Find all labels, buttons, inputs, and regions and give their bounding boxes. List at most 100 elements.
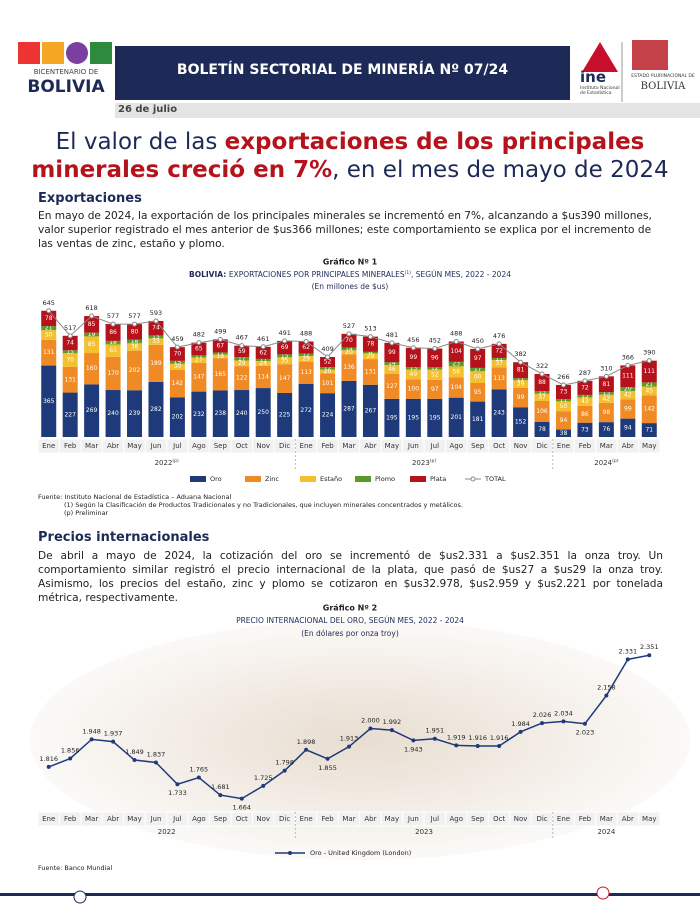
bar-segment (84, 336, 100, 354)
title-sup: (1) (405, 270, 412, 276)
bar-segment (62, 392, 78, 437)
value-label: 29 (302, 355, 310, 362)
bar-segment (513, 407, 529, 437)
bar-segment (555, 411, 571, 430)
value-label: 240 (107, 410, 119, 417)
x-tick-label: Mar (85, 442, 98, 450)
value-label: 101 (322, 380, 334, 387)
bar-segment (641, 382, 657, 387)
price-marker (46, 764, 51, 769)
value-label: 160 (86, 365, 98, 372)
value-label: 1.919 (447, 733, 466, 741)
legend-marker (470, 476, 476, 482)
bar-segment (298, 361, 314, 384)
value-label: 147 (193, 374, 205, 381)
bar-segment (534, 373, 550, 392)
bar-segment (169, 369, 185, 398)
value-label: 30 (174, 363, 182, 370)
x-tick-label: Mar (600, 815, 613, 823)
value-label: 70 (66, 357, 74, 364)
value-label: 78 (538, 426, 546, 433)
x-tick-label: Jul (172, 815, 182, 823)
x-tick-label: Abr (622, 815, 634, 823)
bar-segment (169, 363, 185, 370)
section-heading: Precios internacionales (38, 530, 210, 545)
value-label: 70 (345, 337, 353, 344)
value-label: 2.034 (554, 709, 573, 717)
bar-segment (234, 345, 250, 358)
x-tick-label: Feb (64, 442, 77, 450)
bar-segment (577, 405, 593, 423)
value-label: 15 (174, 359, 182, 366)
value-label: 76 (603, 426, 611, 433)
bar-segment (491, 367, 507, 390)
bar-segment (598, 402, 614, 423)
bar-segment (405, 379, 421, 399)
headline: El valor de las exportaciones de los pri… (20, 128, 680, 184)
x-tick-label: Jun (149, 442, 161, 450)
legend-swatch (245, 476, 261, 482)
value-label: 1.992 (383, 718, 402, 726)
total-marker (346, 331, 352, 337)
value-label: 99 (410, 354, 418, 361)
logo-text: BOLIVIA (27, 77, 105, 97)
bar-segment (127, 390, 143, 437)
bar-segment (555, 399, 571, 402)
x-tick-label: Sep (471, 815, 485, 823)
value-label: 18 (216, 353, 224, 360)
value-label: 50 (560, 403, 568, 410)
value-label: 1.733 (168, 789, 187, 797)
x-tick-label: Oct (236, 815, 248, 823)
total-marker (518, 359, 524, 365)
value-label: 100 (408, 386, 420, 393)
total-marker (475, 346, 481, 352)
x-tick-label: May (385, 815, 399, 823)
value-label: 12 (324, 365, 332, 372)
bar-segment (362, 351, 378, 354)
value-label: 1.664 (232, 804, 251, 812)
value-label: 85 (88, 341, 96, 348)
bar-segment (191, 342, 207, 356)
total-marker (453, 338, 459, 344)
bar-segment (320, 356, 336, 368)
bar-segment (234, 366, 250, 391)
ine-logo (582, 42, 618, 72)
bar-segment (255, 346, 271, 359)
value-label: 181 (472, 416, 484, 423)
value-label: 142 (172, 380, 184, 387)
bar-segment (320, 373, 336, 394)
chart-label: Gráfico Nº 2 (323, 604, 377, 613)
bar-segment (427, 348, 443, 368)
x-tick-label: Jul (430, 815, 440, 823)
x-tick-label: Mar (600, 442, 613, 450)
bar-segment (448, 366, 464, 378)
total-marker (539, 371, 545, 377)
price-marker (540, 721, 545, 726)
total-label: 527 (343, 322, 355, 330)
value-label: 232 (193, 411, 205, 418)
value-label: 272 (300, 407, 312, 414)
value-label: 37 (495, 360, 503, 367)
price-marker (196, 775, 201, 780)
bar-segment (62, 335, 78, 351)
bar-segment (169, 347, 185, 361)
bar-segment (448, 341, 464, 362)
value-label: 62 (259, 349, 267, 356)
bar-segment (620, 365, 636, 388)
value-label: 67 (216, 342, 224, 349)
note: (p) Preliminar (64, 509, 109, 517)
value-label: 2.026 (533, 711, 552, 719)
total-label: 287 (579, 369, 591, 377)
legend-swatch (410, 476, 426, 482)
bar-segment (427, 369, 443, 380)
bar-segment (41, 365, 57, 437)
price-marker (389, 728, 394, 733)
value-label: 1.765 (190, 766, 209, 774)
bar-segment (598, 394, 614, 403)
title-post: , SEGÚN MES, 2022 - 2024 (411, 270, 511, 279)
x-tick-label: Dic (536, 442, 547, 450)
bar-segment (470, 382, 486, 402)
x-tick-label: Abr (107, 815, 119, 823)
total-label: 488 (300, 329, 312, 337)
bar-segment (577, 397, 593, 406)
